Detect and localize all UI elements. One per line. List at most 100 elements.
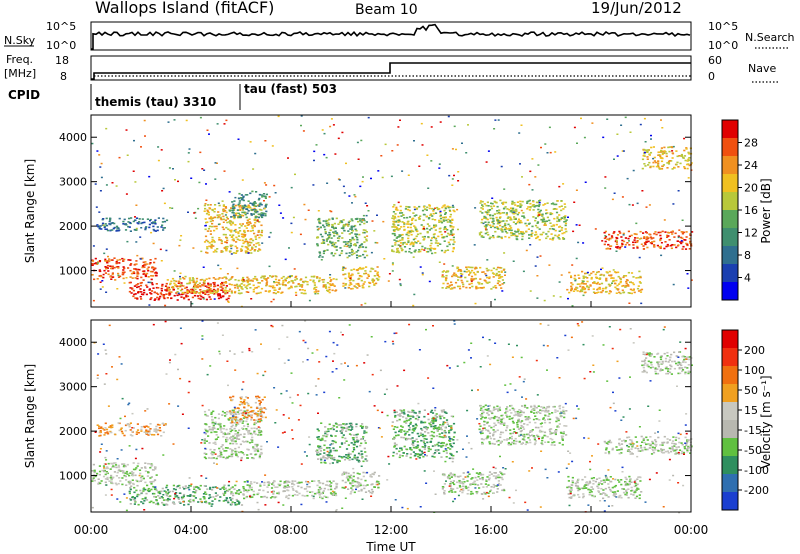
echo-cell — [394, 242, 397, 244]
echo-cell — [610, 235, 614, 237]
echo-cell — [237, 289, 241, 292]
echo-cell — [199, 298, 202, 300]
echo-cell — [104, 228, 107, 230]
echo-cell — [364, 442, 367, 444]
echo-cell — [258, 427, 261, 429]
echo-cell — [632, 283, 635, 286]
echo-cell — [135, 263, 138, 265]
echo-cell — [106, 261, 109, 264]
echo-cell — [486, 259, 489, 261]
echo-cell — [364, 451, 367, 453]
echo-cell — [489, 224, 492, 227]
echo-cell — [131, 496, 134, 499]
echo-cell — [239, 292, 242, 295]
echo-cell — [544, 224, 547, 226]
echo-cell — [584, 291, 587, 294]
echo-cell — [221, 277, 224, 279]
echo-cell — [408, 206, 411, 208]
echo-cell — [240, 249, 243, 251]
echo-cell — [433, 226, 436, 228]
echo-cell — [155, 425, 158, 428]
echo-cell — [409, 243, 412, 246]
echo-cell — [319, 233, 322, 236]
echo-cell — [240, 412, 243, 415]
echo-cell — [319, 226, 322, 228]
echo-cell — [615, 243, 619, 245]
echo-cell — [495, 272, 498, 275]
echo-cell — [650, 242, 653, 245]
echo-cell — [553, 203, 556, 206]
echo-cell — [205, 440, 208, 442]
echo-cell — [350, 288, 353, 290]
echo-cell — [552, 228, 556, 231]
echo-cell — [419, 215, 422, 217]
echo-cell — [468, 274, 471, 276]
echo-cell — [411, 222, 414, 225]
echo-cell — [453, 174, 455, 177]
echo-cell — [253, 430, 256, 433]
echo-cell — [432, 233, 435, 236]
echo-cell — [241, 414, 244, 416]
echo-cell — [361, 453, 364, 455]
echo-cell — [117, 464, 120, 467]
echo-cell — [275, 496, 278, 498]
echo-cell — [224, 292, 227, 295]
echo-cell — [159, 492, 162, 495]
echo-cell — [560, 274, 563, 276]
echo-cell — [212, 277, 215, 279]
echo-cell — [260, 209, 263, 211]
echo-cell — [231, 205, 234, 207]
echo-cell — [395, 237, 398, 239]
echo-cell — [572, 290, 576, 292]
echo-cell — [369, 491, 372, 494]
echo-cell — [182, 285, 185, 287]
echo-cell — [93, 470, 96, 473]
echo-cell — [400, 212, 404, 214]
echo-cell — [582, 275, 585, 278]
echo-cell — [231, 424, 234, 427]
echo-cell — [227, 290, 230, 292]
echo-cell — [259, 408, 262, 411]
echo-cell — [361, 246, 365, 248]
echo-cell — [606, 247, 609, 250]
echo-cell — [197, 501, 200, 503]
echo-cell — [342, 285, 345, 287]
echo-cell — [236, 238, 239, 241]
echo-cell — [352, 471, 355, 474]
echo-cell — [232, 494, 235, 497]
echo-cell — [134, 268, 137, 270]
echo-cell — [536, 297, 539, 299]
echo-cell — [679, 241, 682, 243]
echo-cell — [227, 418, 230, 420]
echo-cell — [322, 281, 325, 283]
echo-cell — [539, 233, 542, 236]
echo-cell — [170, 297, 173, 300]
echo-cell — [487, 209, 490, 212]
echo-cell — [348, 255, 351, 257]
echo-cell — [137, 291, 140, 293]
echo-cell — [647, 240, 650, 243]
echo-cell — [496, 236, 499, 238]
echo-cell — [429, 249, 432, 252]
colorbar-swatch — [722, 138, 738, 157]
echo-cell — [357, 459, 360, 462]
echo-cell — [359, 185, 362, 188]
echo-cell — [257, 434, 260, 436]
echo-cell — [506, 217, 509, 219]
echo-cell — [220, 242, 223, 245]
echo-cell — [330, 284, 333, 286]
echo-cell — [250, 225, 254, 227]
echo-cell — [354, 233, 357, 235]
echo-cell — [489, 236, 492, 239]
echo-cell — [376, 266, 379, 268]
echo-cell — [248, 218, 251, 220]
echo-cell — [492, 223, 495, 225]
echo-cell — [550, 203, 553, 205]
echo-cell — [103, 226, 106, 229]
echo-cell — [599, 288, 602, 290]
echo-cell — [347, 488, 350, 490]
echo-cell — [185, 294, 188, 297]
echo-cell — [266, 281, 269, 283]
echo-cell — [362, 231, 365, 234]
echo-cell — [255, 292, 258, 295]
